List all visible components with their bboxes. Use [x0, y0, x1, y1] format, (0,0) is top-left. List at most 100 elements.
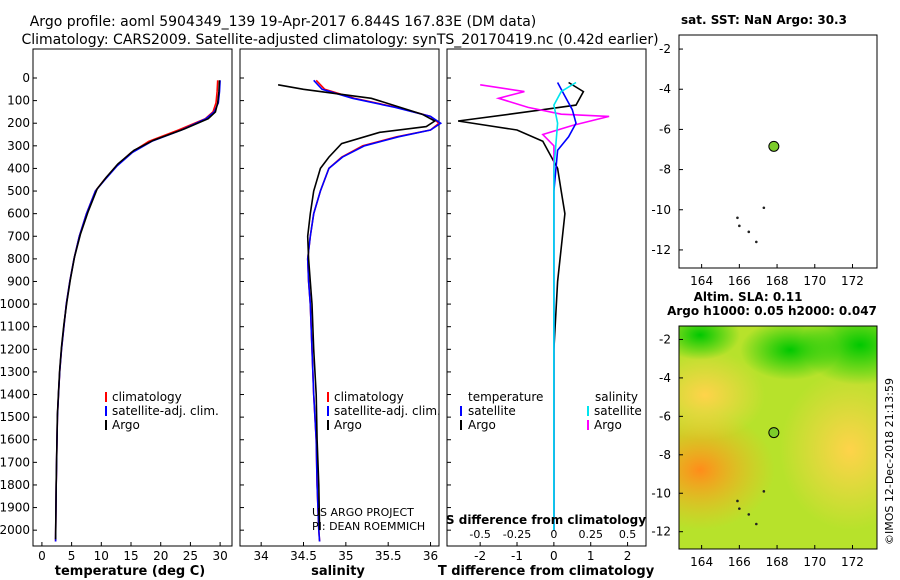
depth-tick-label: 1700	[0, 455, 30, 469]
figure-title-line2: Climatology: CARS2009. Satellite-adjuste…	[21, 32, 658, 48]
depth-tick-label: 1400	[0, 388, 30, 402]
temperature-x-label: temperature (deg C)	[55, 564, 205, 579]
difference-panel: -2 -1 0 1 2 -0.5 -0.25 0 0.25 0.5 temperature salin…	[447, 77, 642, 563]
depth-tick-label: 400	[7, 161, 30, 175]
figure-title-line1: Argo profile: aoml 5904349_139 19-Apr-20…	[30, 14, 537, 30]
map-x-tick-label: 168	[766, 274, 789, 288]
argo-float-marker	[768, 427, 780, 439]
island-marker	[736, 216, 739, 220]
s-tick-label: 0.25	[578, 528, 603, 541]
map-x-tick-label: 172	[841, 555, 864, 569]
map-x-tick-label: 172	[841, 274, 864, 288]
sst-map-frame	[678, 34, 878, 269]
x-tick-label: 0	[550, 549, 558, 563]
difference-panel-frame	[446, 48, 647, 547]
depth-tick-label: 500	[7, 184, 30, 198]
salinity-x-label: salinity	[311, 564, 365, 579]
project-credit: US ARGO PROJECT	[312, 506, 414, 519]
series-line-s-sat-clim	[553, 81, 577, 531]
map-x-tick-label: 170	[803, 274, 826, 288]
series-line-argo	[277, 84, 437, 531]
x-tick-label: 34	[254, 549, 269, 563]
sla-anomaly-east	[780, 370, 877, 530]
x-tick-label: 20	[153, 549, 168, 563]
series-line-climatology	[306, 79, 441, 542]
s-tick-label: 0	[550, 528, 557, 541]
map-y-tick-label: -12	[651, 525, 671, 539]
depth-tick-label: 1100	[0, 320, 30, 334]
salinity-panel-frame	[239, 48, 440, 547]
sla-heatmap	[679, 326, 877, 549]
map-x-tick-label: 164	[690, 555, 713, 569]
island-marker	[736, 499, 739, 503]
depth-tick-label: 200	[7, 116, 30, 130]
island-marker	[755, 240, 758, 244]
map-y-tick-label: -2	[659, 42, 671, 56]
map-y-tick-label: -4	[659, 371, 671, 385]
legend-label-satellite: satellite-adj. clim.	[334, 404, 441, 418]
sla-anomaly-west	[679, 350, 765, 440]
map-y-tick-label: -4	[659, 82, 671, 96]
depth-tick-label: 1900	[0, 501, 30, 515]
depth-tick-label: 0	[22, 71, 30, 85]
sla-map-frame	[678, 325, 878, 550]
depth-tick-label: 1200	[0, 342, 30, 356]
map-x-tick-label: 166	[728, 555, 751, 569]
depth-tick-label: 100	[7, 94, 30, 108]
s-tick-label: -0.25	[503, 528, 531, 541]
sla-high-anomaly-south	[679, 410, 775, 530]
depth-tick-label: 1800	[0, 478, 30, 492]
series-line-satellite-adj-clim-	[54, 80, 221, 542]
map-y-tick-label: -2	[659, 332, 671, 346]
island-marker	[738, 507, 741, 510]
series-line-s-argo-clim	[480, 84, 610, 531]
legend-label-temp-satellite: satellite	[468, 404, 516, 418]
legend-temp-header: temperature	[468, 390, 543, 404]
series-line-argo	[54, 80, 221, 540]
depth-tick-label: 300	[7, 139, 30, 153]
legend-label-argo: Argo	[334, 418, 362, 432]
legend-label-sal-argo: Argo	[594, 418, 622, 432]
legend-label-argo: Argo	[112, 418, 140, 432]
depth-tick-label: 900	[7, 274, 30, 288]
depth-tick-label: 800	[7, 252, 30, 266]
island-marker	[747, 513, 751, 516]
x-tick-label: 1	[587, 549, 595, 563]
s-tick-label: 0.5	[619, 528, 637, 541]
map-y-tick-label: -8	[659, 448, 671, 462]
legend-label-sal-satellite: satellite	[594, 404, 642, 418]
map-y-tick-label: -6	[659, 409, 671, 423]
map-x-tick-label: 166	[728, 274, 751, 288]
series-line-satellite-adj-clim-	[306, 79, 443, 542]
pi-credit: PI: DEAN ROEMMICH	[312, 520, 425, 533]
x-tick-label: 0	[38, 549, 46, 563]
island-marker	[762, 490, 766, 493]
x-tick-label: 25	[183, 549, 198, 563]
legend-label-climatology: climatology	[334, 390, 404, 404]
sla-map-title2: Argo h1000: 0.05 h2000: 0.047	[667, 304, 877, 318]
depth-tick-label: 1600	[0, 433, 30, 447]
x-tick-label: -1	[511, 549, 523, 563]
map-y-tick-label: -8	[659, 163, 671, 177]
legend-label-temp-argo: Argo	[468, 418, 496, 432]
map-x-tick-label: 168	[766, 555, 789, 569]
s-tick-label: -0.5	[469, 528, 490, 541]
difference-x-label: T difference from climatology	[438, 564, 655, 579]
island-marker	[762, 206, 766, 210]
x-tick-label: 35.5	[375, 549, 402, 563]
depth-tick-label: 700	[7, 229, 30, 243]
island-marker	[755, 522, 758, 526]
sla-map: 164 166 168 170 172 -2 -4 -6 -8 -10 -12	[651, 332, 864, 569]
x-tick-label: 5	[68, 549, 76, 563]
sla-map-title1: Altim. SLA: 0.11	[694, 290, 803, 304]
legend-label-satellite: satellite-adj. clim.	[112, 404, 219, 418]
x-tick-label: 35	[338, 549, 353, 563]
map-x-tick-label: 164	[690, 274, 713, 288]
depth-tick-label: 1500	[0, 410, 30, 424]
temperature-panel-frame	[32, 48, 233, 547]
depth-tick-label: 600	[7, 207, 30, 221]
map-x-tick-label: 170	[803, 555, 826, 569]
depth-tick-label: 1300	[0, 365, 30, 379]
map-y-tick-label: -10	[651, 203, 671, 217]
